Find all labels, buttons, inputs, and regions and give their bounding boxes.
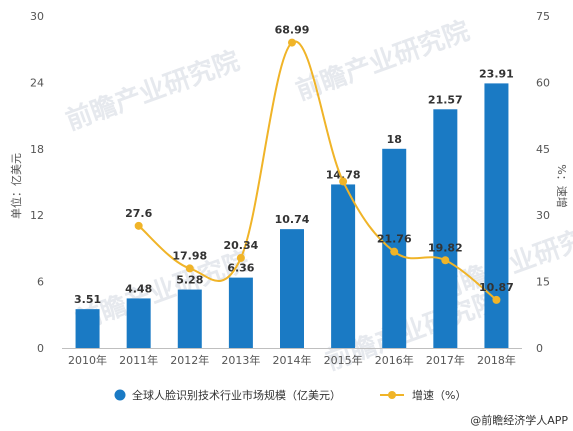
x-ticks: 2010年 2011年 2012年 2013年 2014年 2015年 2016年 2017年… [68,353,516,367]
x-tick: 2011年 [119,353,158,367]
legend-bar-label: 全球人脸识别技术行业市场规模（亿美元） [132,388,341,402]
y-tick-left: 30 [30,10,44,23]
growth-point [236,253,245,262]
growth-value-label: 19.82 [428,241,463,254]
growth-value-label: 10.87 [479,281,514,294]
y-tick-left: 12 [30,209,44,222]
bar [177,289,202,348]
growth-point [288,38,296,47]
x-tick: 2012年 [170,353,209,367]
y-tick-right: 75 [536,10,550,23]
growth-value-label: 21.76 [377,233,412,246]
growth-value-label: 27.6 [125,207,152,220]
x-tick: 2017年 [426,353,465,367]
growth-point [390,247,399,256]
bar [126,298,151,348]
bar [484,83,509,348]
y-tick-right: 30 [536,209,550,222]
x-tick: 2010年 [68,353,107,367]
bar-value-label: 3.51 [74,293,101,306]
y-axis-title-right: %：速增 [555,164,569,207]
growth-point [441,256,450,265]
axes: 单位：亿美元 %：速增 [9,153,569,349]
y-tick-left: 0 [37,342,44,355]
y-tick-right: 60 [536,76,550,89]
legend-line-marker [388,391,396,399]
y-tick-left: 6 [37,276,44,289]
growth-point [134,221,143,230]
growth-value-label: 68.99 [275,24,310,37]
growth-point [492,295,501,304]
bar [331,184,356,348]
growth-value-label: 20.34 [223,239,258,252]
watermark: 前瞻产业研究院 [62,45,244,136]
x-tick: 2015年 [324,353,363,367]
bar-value-label: 21.57 [428,93,463,106]
growth-point [185,264,194,273]
growth-point [339,177,348,186]
legend-bar-marker [114,389,126,401]
source-credit: @前瞻经济学人APP [470,413,568,427]
y-tick-right: 0 [536,342,543,355]
y-tick-left: 24 [30,76,44,89]
bar-value-label: 10.74 [275,213,310,226]
x-tick: 2013年 [221,353,260,367]
bar [228,277,253,348]
growth-value-label: 17.98 [172,249,207,262]
x-tick: 2018年 [477,353,516,367]
bar [433,109,458,349]
legend-line-label: 增速（%） [412,388,466,402]
line-labels: 27.6 17.98 20.34 68.99 21.76 19.82 10.87 [125,24,514,294]
x-tick: 2014年 [273,353,312,367]
line-series [134,38,501,304]
bars [75,83,509,349]
y-tick-right: 15 [536,276,550,289]
bar-value-label: 23.91 [479,67,514,80]
x-tick: 2016年 [375,353,414,367]
growth-line [138,40,498,301]
bar-value-label: 14.78 [326,168,361,181]
y-tick-right: 45 [536,143,550,156]
bar [75,309,100,348]
legend: 全球人脸识别技术行业市场规模（亿美元） 增速（%） [114,388,466,402]
bar-value-label: 5.28 [176,274,203,287]
bar-value-label: 4.48 [125,282,152,295]
y-tick-left: 18 [30,143,44,156]
right-ticks: 0 15 30 45 60 75 [536,10,550,355]
bar-value-label: 18 [387,133,402,146]
y-axis-title-left: 单位：亿美元 [9,153,23,219]
left-ticks: 0 6 12 18 24 30 [30,10,44,355]
bar [280,229,304,348]
